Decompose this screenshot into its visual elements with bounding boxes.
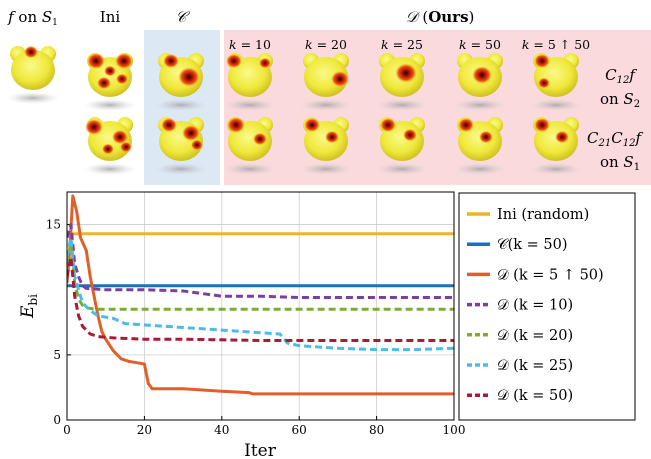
y-tick-label: 5 xyxy=(53,348,61,362)
plot-frame xyxy=(66,191,455,421)
series-lines xyxy=(67,194,454,396)
shape-render xyxy=(530,53,582,111)
header-ini: Ini xyxy=(100,8,121,26)
svg-text:on S1: on S1 xyxy=(600,153,640,173)
shape-render xyxy=(224,53,276,111)
svg-text:C12f: C12f xyxy=(605,66,637,86)
shape-render xyxy=(84,52,136,111)
series-line-5 xyxy=(67,242,454,311)
series-line-7 xyxy=(67,255,454,342)
series-line-3 xyxy=(67,194,454,396)
legend-box xyxy=(458,192,636,421)
row-label-1: C12f on S2 xyxy=(600,66,640,110)
legend-label: 𝒟 (k = 20) xyxy=(497,328,573,344)
k-label: k = 10 xyxy=(229,37,271,52)
shape-render xyxy=(454,53,506,111)
shape-render xyxy=(7,45,59,104)
k-label: k = 20 xyxy=(305,37,347,52)
series-line-4 xyxy=(67,223,454,299)
x-tick-label: 0 xyxy=(63,423,71,437)
grid-lines xyxy=(67,192,454,420)
shape-renders xyxy=(7,45,582,175)
axis-ticks: 0 20 40 60 80 100 0 5 15 xyxy=(46,218,466,437)
legend-label: 𝒟 (k = 5 ↑ 50) xyxy=(497,267,604,283)
k-label: k = 25 xyxy=(381,37,423,52)
shape-render xyxy=(376,117,428,175)
y-tick-label: 15 xyxy=(46,218,61,232)
shape-render xyxy=(155,53,207,111)
shape-render xyxy=(84,117,136,175)
legend-label: 𝒞(k = 50) xyxy=(497,237,568,253)
shape-render xyxy=(454,117,506,175)
series-line-6 xyxy=(67,236,454,352)
legend-label: 𝒟 (k = 50) xyxy=(497,388,573,404)
header-c: 𝒞 xyxy=(176,8,191,26)
legend-label: Ini (random) xyxy=(497,207,589,223)
k-labels: k = 10 k = 20 k = 25 k = 50 k = 5 ↑ 50 xyxy=(229,37,590,52)
shape-render xyxy=(224,116,276,175)
d-panel-background xyxy=(224,30,651,185)
shape-render xyxy=(300,53,352,111)
row-label-2: C21C12f on S1 xyxy=(587,129,643,173)
header-f-on-s1: f on S1 xyxy=(7,8,58,28)
y-axis-label: Ebi xyxy=(18,294,40,319)
legend-label: 𝒟 (k = 10) xyxy=(497,298,573,314)
x-tick-label: 100 xyxy=(443,423,466,437)
shape-render xyxy=(155,117,207,175)
svg-text:on S2: on S2 xyxy=(600,90,640,110)
legend-label: 𝒟 (k = 25) xyxy=(497,358,573,374)
svg-text:C21C12f: C21C12f xyxy=(587,129,643,149)
line-chart: 0 20 40 60 80 100 0 5 15 Iter Ebi xyxy=(18,191,466,459)
x-tick-label: 60 xyxy=(292,423,307,437)
k-label: k = 50 xyxy=(459,37,501,52)
y-tick-label: 0 xyxy=(53,413,61,427)
legend: Ini (random) 𝒞(k = 50) 𝒟 (k = 5 ↑ 50) 𝒟 (k … xyxy=(458,192,636,421)
x-tick-label: 20 xyxy=(137,423,152,437)
x-axis-label: Iter xyxy=(244,441,277,459)
x-tick-label: 40 xyxy=(214,423,229,437)
x-tick-label: 80 xyxy=(369,423,384,437)
header-d-ours: 𝒟 (Ours) xyxy=(406,8,475,26)
shape-render xyxy=(300,117,352,175)
k-label: k = 5 ↑ 50 xyxy=(522,37,590,52)
shape-render xyxy=(530,117,582,175)
shape-render xyxy=(376,53,428,111)
